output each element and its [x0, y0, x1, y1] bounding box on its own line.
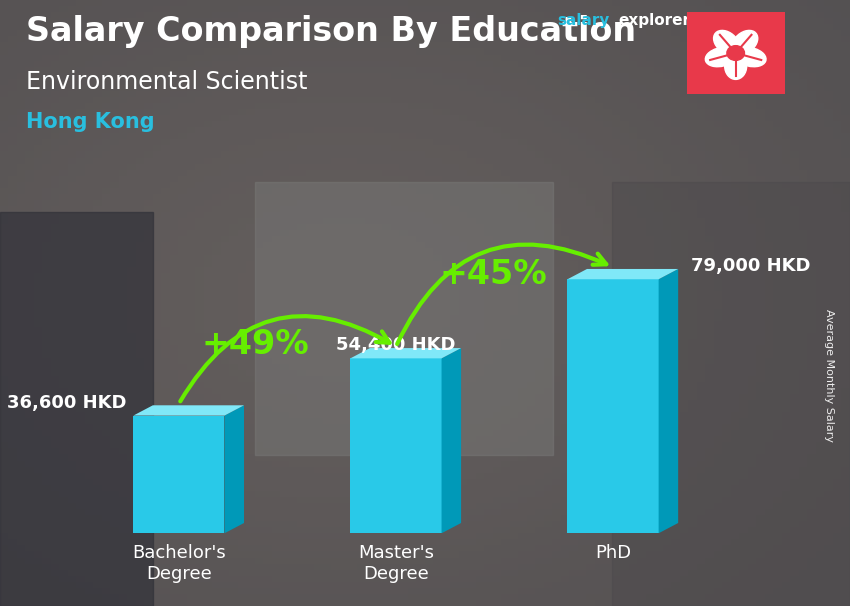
- Bar: [350, 358, 441, 533]
- Bar: [255, 182, 552, 454]
- Text: Hong Kong: Hong Kong: [26, 112, 154, 132]
- Text: Salary Comparison By Education: Salary Comparison By Education: [26, 15, 636, 48]
- Text: explorer: explorer: [618, 13, 690, 28]
- Ellipse shape: [732, 30, 757, 55]
- Text: Environmental Scientist: Environmental Scientist: [26, 70, 307, 94]
- Circle shape: [727, 45, 745, 61]
- Text: Average Monthly Salary: Average Monthly Salary: [824, 309, 834, 442]
- Ellipse shape: [725, 53, 746, 79]
- Text: 54,400 HKD: 54,400 HKD: [337, 336, 456, 355]
- Polygon shape: [568, 269, 678, 279]
- Polygon shape: [659, 269, 678, 533]
- Polygon shape: [133, 405, 244, 416]
- Text: +49%: +49%: [201, 328, 309, 361]
- Text: +45%: +45%: [439, 258, 547, 291]
- Ellipse shape: [735, 47, 766, 67]
- Ellipse shape: [714, 30, 740, 55]
- Text: 36,600 HKD: 36,600 HKD: [8, 394, 127, 411]
- Text: salary: salary: [557, 13, 609, 28]
- Bar: [612, 182, 850, 606]
- Ellipse shape: [706, 47, 736, 67]
- Polygon shape: [350, 348, 461, 358]
- Text: .com: .com: [692, 13, 733, 28]
- Bar: [133, 416, 224, 533]
- Polygon shape: [441, 348, 461, 533]
- Bar: [0, 212, 153, 606]
- Polygon shape: [224, 405, 244, 533]
- Text: 79,000 HKD: 79,000 HKD: [691, 258, 811, 275]
- Bar: [568, 279, 659, 533]
